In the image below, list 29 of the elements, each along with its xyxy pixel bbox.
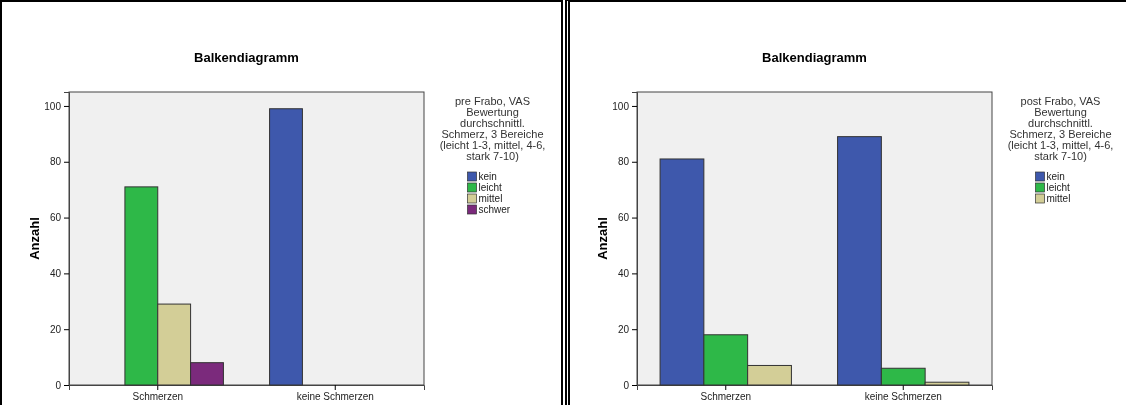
legend-label: kein	[1046, 171, 1065, 182]
y-tick-label: 60	[49, 212, 62, 224]
y-tick-label: 0	[55, 379, 62, 391]
y-tick-label: 20	[49, 323, 62, 335]
y-axis-title: Anzahl	[595, 217, 610, 260]
x-tick-label: keine Schmerzen	[296, 391, 374, 403]
x-tick-label: keine Schmerzen	[864, 391, 942, 403]
y-tick-label: 100	[44, 100, 62, 112]
y-tick-label: 20	[617, 323, 630, 335]
y-tick-label: 80	[49, 156, 62, 168]
legend-label: schwer	[478, 204, 511, 215]
y-tick-label: 0	[623, 379, 630, 391]
y-axis-title: Anzahl	[27, 217, 42, 260]
chart-title: Balkendiagramm	[194, 50, 299, 65]
y-tick-label: 60	[617, 212, 630, 224]
y-tick-label: 100	[612, 100, 630, 112]
legend-label: leicht	[1046, 182, 1071, 193]
legend-title: pre Frabo, VAS Bewertung durchschnittl. Schmerz, 3 Bereiche (leicht 1-3, mittel, 4-6, stark 7-10)	[439, 95, 546, 162]
legend-label: mittel	[478, 193, 503, 204]
x-tick-label: Schmerzen	[132, 391, 184, 403]
chart-title: Balkendiagramm	[762, 50, 867, 65]
x-tick-label: Schmerzen	[700, 391, 752, 403]
legend-label: leicht	[478, 182, 503, 193]
y-tick-label: 80	[617, 156, 630, 168]
y-tick-label: 40	[49, 268, 62, 280]
legend-label: mittel	[1046, 193, 1071, 204]
y-tick-label: 40	[617, 268, 630, 280]
legend-label: kein	[478, 171, 497, 182]
legend-title: post Frabo, VAS Bewertung durchschnittl. Schmerz, 3 Bereiche (leicht 1-3, mittel, 4-6, stark 7-10)	[1007, 95, 1114, 162]
